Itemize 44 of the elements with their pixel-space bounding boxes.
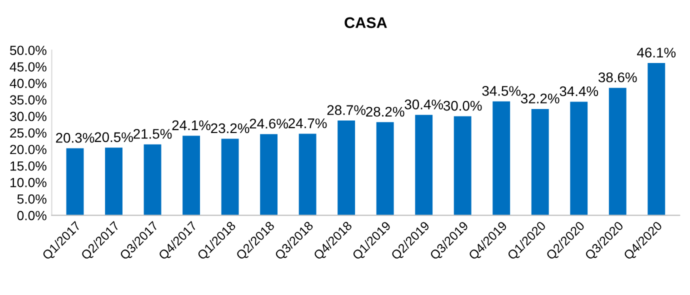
data-label: 24.7% [288,118,327,128]
bar [415,114,433,216]
chart-title: CASA [344,17,387,28]
bar [531,108,549,216]
data-label: 20.3% [56,132,94,143]
data-label: 23.2% [211,123,250,134]
data-label: 28.7% [327,105,366,115]
data-label: 46.1% [637,48,676,58]
bar [454,116,472,216]
y-tick-label: 15.0% [10,161,46,171]
y-tick-label: 20.0% [10,144,46,154]
y-tick-label: 45.0% [10,62,46,72]
bar [221,138,239,216]
y-tick-label: 50.0% [10,46,46,56]
data-label: 28.2% [366,106,404,117]
y-tick-label: 25.0% [10,128,46,138]
y-tick-label: 40.0% [10,78,46,88]
bar [648,63,666,216]
data-label: 34.5% [482,86,521,96]
bar [260,134,278,216]
bar [182,136,200,216]
bar [298,134,316,216]
bar [66,148,84,216]
y-tick-label: 10.0% [10,178,46,188]
bar [105,148,122,216]
data-label: 24.1% [172,120,210,130]
bar [144,144,162,216]
data-label: 34.4% [560,86,598,96]
data-label: 30.0% [443,100,482,111]
data-label: 24.6% [250,118,288,129]
y-tick-label: 5.0% [17,194,46,204]
bar [608,88,626,216]
y-tick-label: 0.0% [17,210,46,220]
bar [338,120,356,216]
data-label: 30.4% [404,100,444,110]
data-label: 21.5% [134,128,172,139]
data-label: 32.2% [520,94,560,104]
bar [376,122,394,216]
data-label: 20.5% [94,132,133,142]
bar [492,101,510,216]
y-tick-label: 35.0% [10,95,46,105]
data-label: 38.6% [598,72,637,82]
y-tick-label: 30.0% [10,112,46,122]
bar [570,102,588,216]
